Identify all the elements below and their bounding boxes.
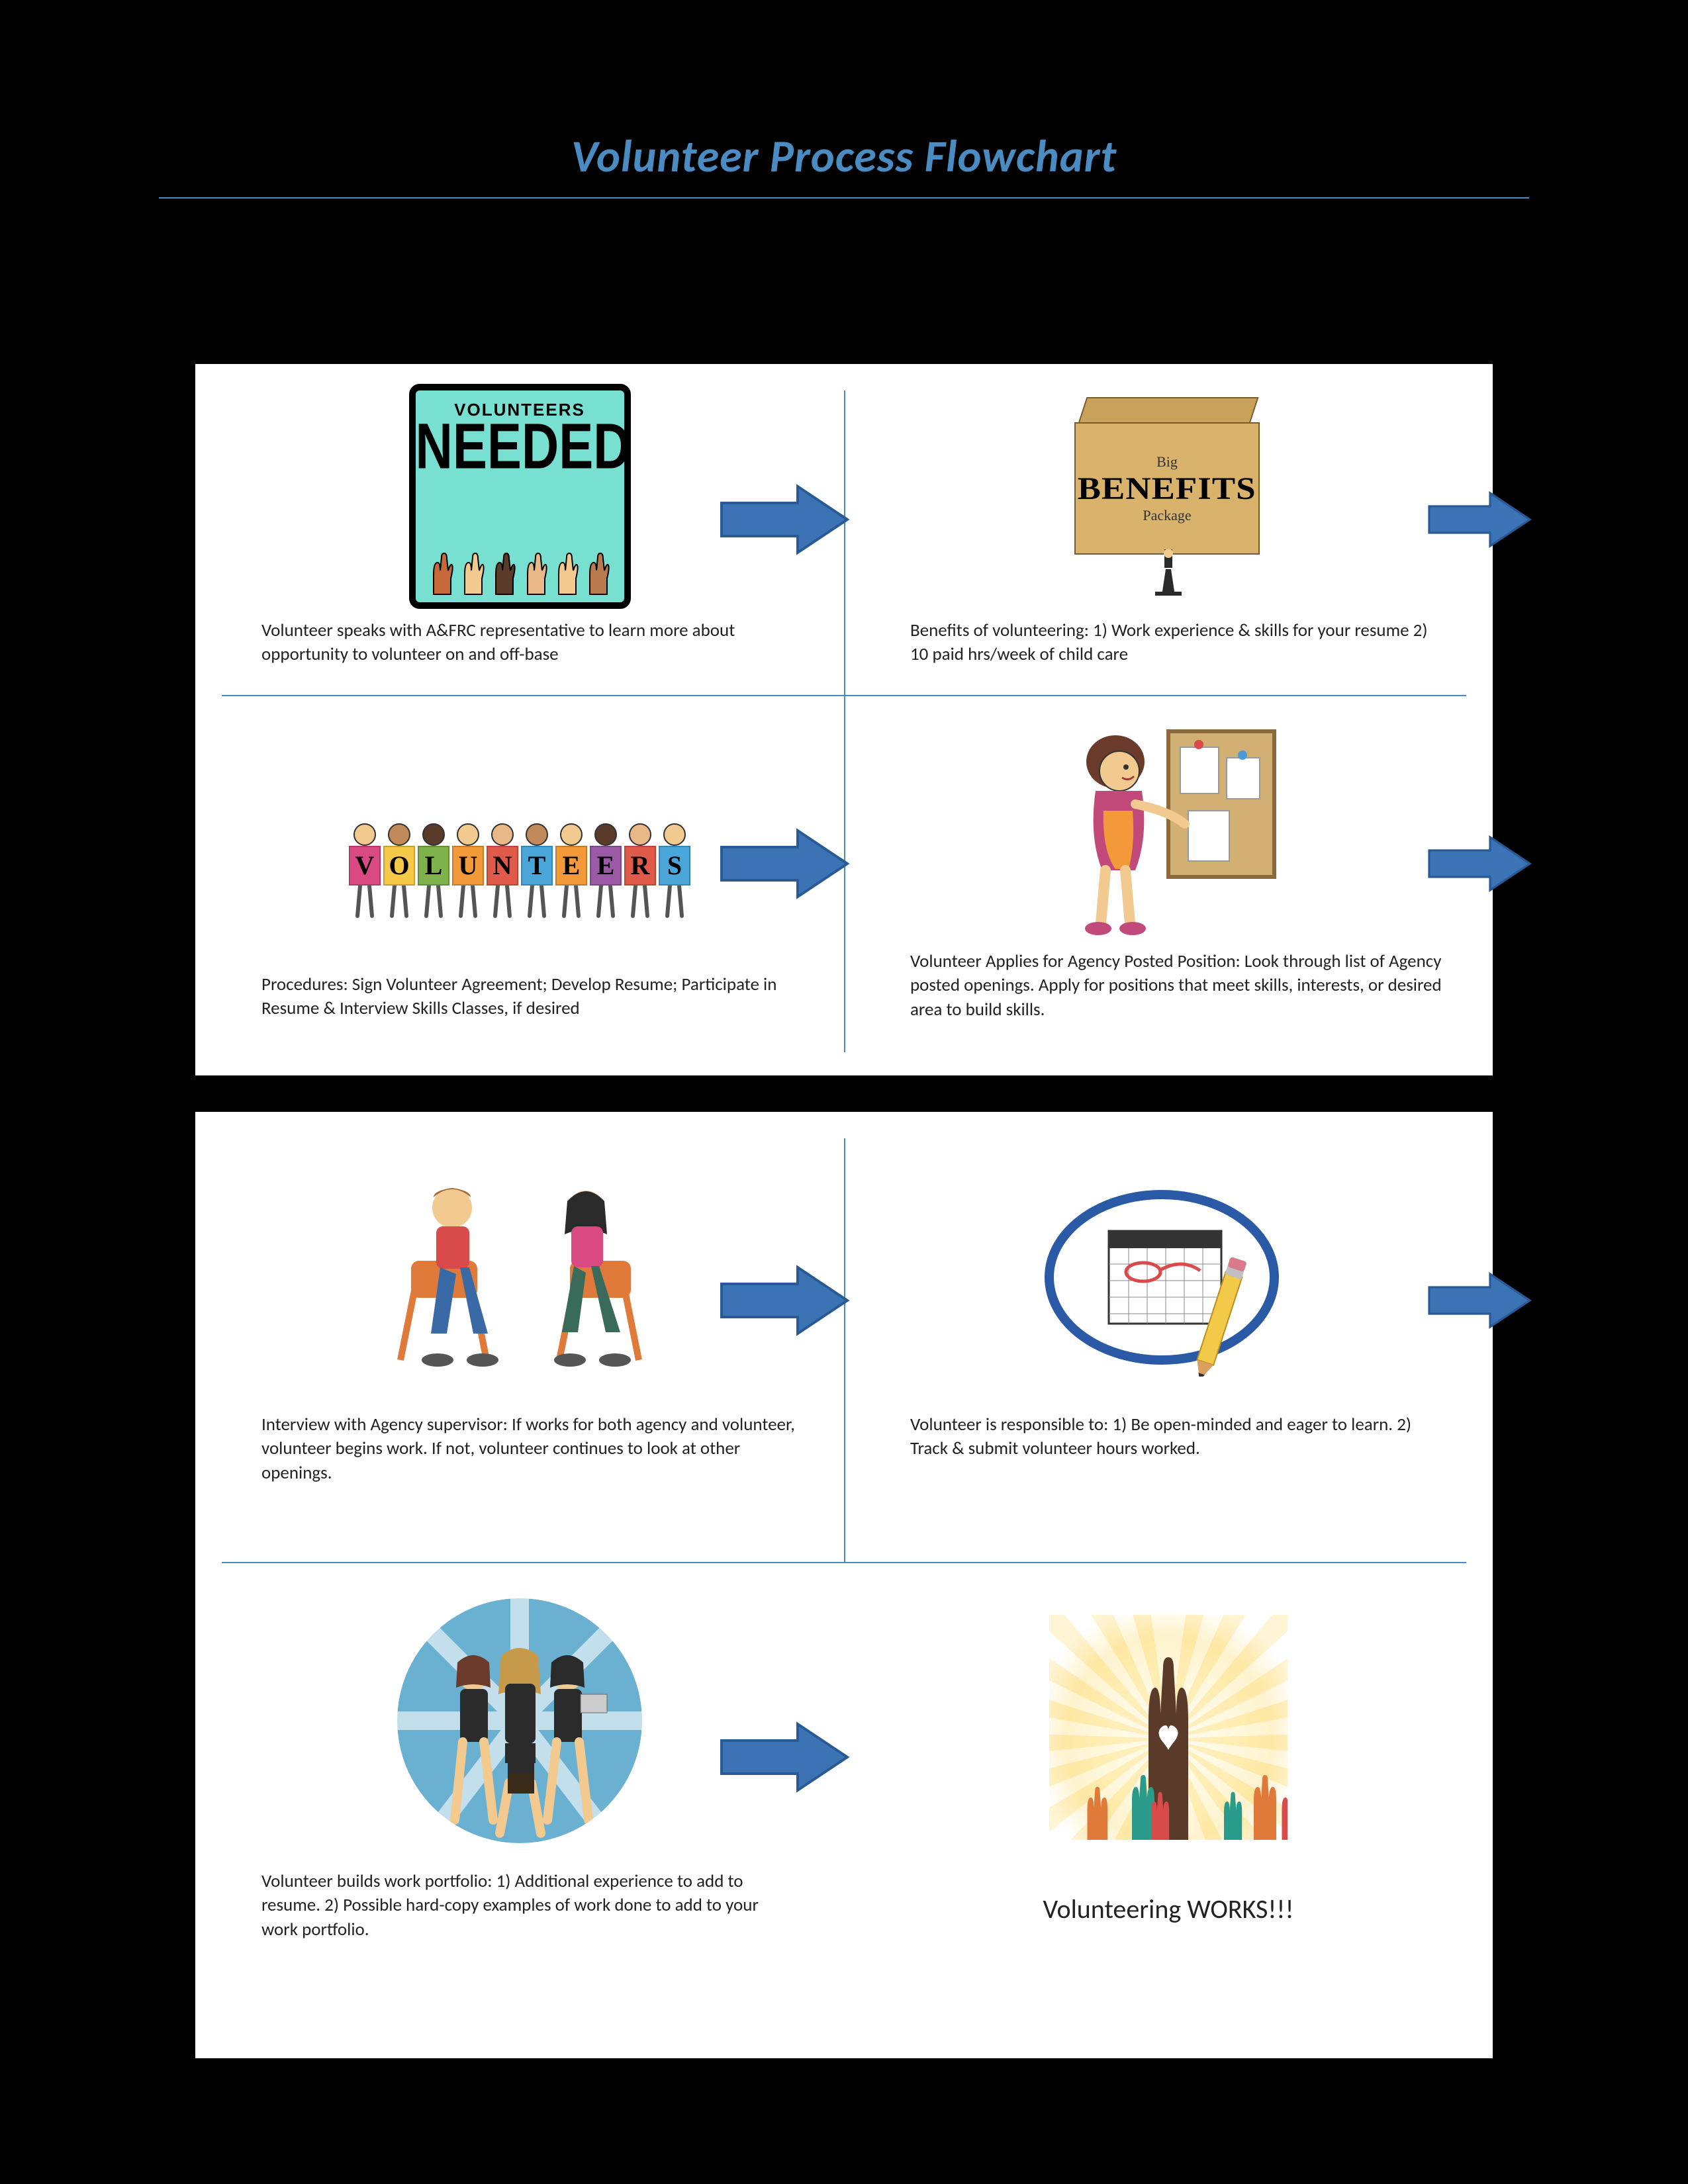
mini-hand-icon: [428, 549, 455, 596]
step-8-illustration: [844, 1588, 1493, 1866]
step-7-caption: Volunteer builds work portfolio: 1) Addi…: [195, 1870, 844, 1942]
person-legs-icon: [492, 886, 512, 919]
volunteer-letter: T: [521, 846, 553, 886]
sign-large-text: NEEDED: [416, 417, 624, 475]
box-script-bottom: Package: [1143, 507, 1191, 524]
volunteer-person: U: [449, 823, 487, 919]
person-head-icon: [526, 823, 548, 846]
volunteer-letter: U: [452, 846, 484, 886]
person-legs-icon: [630, 886, 650, 919]
step-1: VOLUNTEERS NEEDED Volunteer speaks with …: [195, 364, 844, 695]
arrow-icon: [1427, 483, 1532, 556]
volunteer-person: N: [483, 823, 522, 919]
person-holding-icon: [1149, 549, 1188, 596]
person-legs-icon: [527, 886, 547, 919]
step-5-caption: Interview with Agency supervisor: If wor…: [195, 1413, 844, 1485]
step-8-caption: Volunteering WORKS!!!: [844, 1893, 1493, 1925]
person-head-icon: [422, 823, 445, 846]
person-head-icon: [594, 823, 617, 846]
step-3: VOLUNTEERS Procedures: Sign Volunteer Ag…: [195, 695, 844, 1075]
person-legs-icon: [424, 886, 444, 919]
person-head-icon: [663, 823, 686, 846]
mini-hand-icon: [522, 549, 549, 596]
box-large-text: BENEFITS: [1078, 471, 1256, 507]
mini-hand-icon: [491, 549, 517, 596]
volunteer-letter: L: [418, 846, 449, 886]
step-7: Volunteer builds work portfolio: 1) Addi…: [195, 1562, 844, 2058]
step-2-illustration: Big BENEFITS Package: [844, 384, 1493, 609]
volunteers-people-row-icon: VOLUNTEERS: [314, 750, 725, 919]
volunteer-person: V: [346, 823, 384, 919]
volunteer-letter: V: [349, 846, 381, 886]
step-4: Volunteer Applies for Agency Posted Posi…: [844, 695, 1493, 1075]
volunteer-letter: O: [383, 846, 415, 886]
arrow-icon: [718, 1721, 851, 1794]
interview-two-people-icon: [374, 1161, 665, 1393]
step-3-caption: Procedures: Sign Volunteer Agreement; De…: [195, 973, 844, 1021]
mini-hand-icon: [585, 549, 611, 596]
person-at-board-icon: [1056, 718, 1281, 936]
volunteer-letter: N: [487, 846, 518, 886]
arrow-icon: [1427, 1264, 1532, 1337]
volunteer-person: R: [621, 823, 659, 919]
person-legs-icon: [355, 886, 375, 919]
volunteer-person: T: [518, 823, 556, 919]
arrow-icon: [718, 483, 851, 556]
person-head-icon: [629, 823, 651, 846]
sign-hands-row: [416, 549, 624, 596]
step-1-caption: Volunteer speaks with A&FRC representati…: [195, 619, 844, 667]
person-head-icon: [353, 823, 376, 846]
volunteer-person: E: [586, 823, 625, 919]
arrow-icon: [1427, 827, 1532, 900]
step-6: Volunteer is responsible to: 1) Be open-…: [844, 1112, 1493, 1562]
volunteer-letter: S: [659, 846, 690, 886]
title-divider: [159, 197, 1529, 199]
volunteer-person: E: [552, 823, 590, 919]
step-8: Volunteering WORKS!!!: [844, 1562, 1493, 2058]
volunteer-letter: R: [624, 846, 656, 886]
volunteers-needed-sign-icon: VOLUNTEERS NEEDED: [409, 384, 631, 609]
volunteer-person: S: [655, 823, 694, 919]
step-4-illustration: [844, 715, 1493, 940]
step-6-caption: Volunteer is responsible to: 1) Be open-…: [844, 1413, 1493, 1461]
person-legs-icon: [389, 886, 409, 919]
volunteer-person: O: [380, 823, 418, 919]
step-6-illustration: [844, 1152, 1493, 1403]
raised-hands-heart-icon: [1049, 1615, 1288, 1840]
person-legs-icon: [561, 886, 581, 919]
arrow-icon: [718, 1264, 851, 1337]
person-legs-icon: [458, 886, 478, 919]
mini-hand-icon: [459, 549, 486, 596]
page-title: Volunteer Process Flowchart: [0, 0, 1688, 197]
step-4-caption: Volunteer Applies for Agency Posted Posi…: [844, 950, 1493, 1022]
box-script-top: Big: [1156, 453, 1178, 471]
person-head-icon: [560, 823, 583, 846]
person-head-icon: [491, 823, 514, 846]
portfolio-trio-icon: [394, 1595, 645, 1846]
step-2-caption: Benefits of volunteering: 1) Work experi…: [844, 619, 1493, 667]
step-5: Interview with Agency supervisor: If wor…: [195, 1112, 844, 1562]
person-head-icon: [388, 823, 410, 846]
volunteer-letter: E: [555, 846, 587, 886]
mini-hand-icon: [553, 549, 580, 596]
volunteer-letter: E: [590, 846, 622, 886]
benefits-box-icon: Big BENEFITS Package: [1069, 397, 1268, 596]
person-legs-icon: [665, 886, 684, 919]
volunteer-person: L: [414, 823, 453, 919]
arrow-icon: [718, 827, 851, 900]
calendar-pencil-icon: [1029, 1178, 1307, 1377]
step-2: Big BENEFITS Package Benefits of volunte…: [844, 364, 1493, 695]
panel-bottom: Interview with Agency supervisor: If wor…: [195, 1112, 1493, 2058]
panel-top: VOLUNTEERS NEEDED Volunteer speaks with …: [195, 364, 1493, 1075]
person-head-icon: [457, 823, 479, 846]
person-legs-icon: [596, 886, 616, 919]
